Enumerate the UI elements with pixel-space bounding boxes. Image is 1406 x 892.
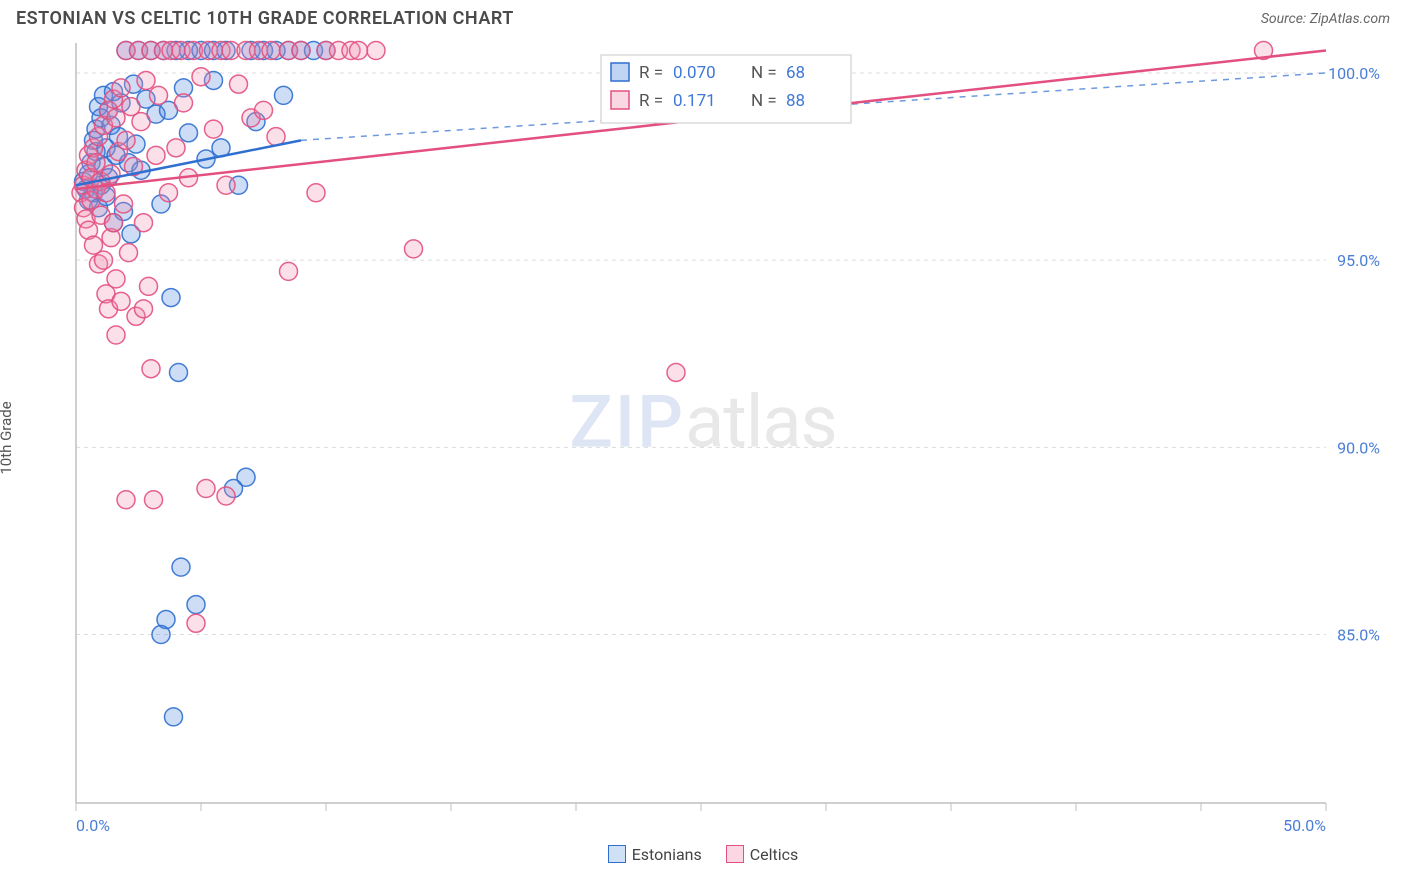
legend-label-celtics: Celtics bbox=[750, 845, 799, 864]
source-label: Source: bbox=[1261, 11, 1306, 27]
svg-text:85.0%: 85.0% bbox=[1337, 626, 1380, 645]
header-bar: ESTONIAN VS CELTIC 10TH GRADE CORRELATIO… bbox=[0, 0, 1406, 33]
y-axis-label: 10th Grade bbox=[0, 401, 15, 474]
legend-label-estonians: Estonians bbox=[632, 845, 702, 864]
legend-item-estonians: Estonians bbox=[608, 845, 702, 864]
svg-text:R =: R = bbox=[639, 91, 663, 111]
legend-swatch-celtics bbox=[726, 845, 744, 863]
svg-text:N =: N = bbox=[751, 63, 777, 83]
svg-text:100.0%: 100.0% bbox=[1328, 64, 1380, 83]
legend: Estonians Celtics bbox=[0, 843, 1406, 864]
svg-text:0.0%: 0.0% bbox=[76, 816, 110, 835]
svg-text:90.0%: 90.0% bbox=[1337, 438, 1380, 457]
source-credit: Source: ZipAtlas.com bbox=[1261, 11, 1390, 27]
chart-container: 10th Grade 85.0%90.0%95.0%100.0%0.0%50.0… bbox=[16, 33, 1390, 843]
svg-text:50.0%: 50.0% bbox=[1283, 816, 1326, 835]
svg-text:N =: N = bbox=[751, 91, 777, 111]
svg-text:95.0%: 95.0% bbox=[1337, 251, 1380, 270]
svg-text:68: 68 bbox=[786, 63, 805, 83]
svg-text:R =: R = bbox=[639, 63, 663, 83]
legend-swatch-estonians bbox=[608, 845, 626, 863]
svg-text:0.171: 0.171 bbox=[673, 91, 716, 111]
chart-title: ESTONIAN VS CELTIC 10TH GRADE CORRELATIO… bbox=[16, 8, 514, 29]
legend-item-celtics: Celtics bbox=[726, 845, 799, 864]
svg-text:0.070: 0.070 bbox=[673, 63, 716, 83]
scatter-chart: 85.0% 90.0% 95.0% 100.0% 0.0% 50.0% R = 0.070 N … bbox=[16, 33, 1390, 843]
svg-text:88: 88 bbox=[786, 91, 805, 111]
source-link[interactable]: ZipAtlas.com bbox=[1310, 11, 1390, 27]
